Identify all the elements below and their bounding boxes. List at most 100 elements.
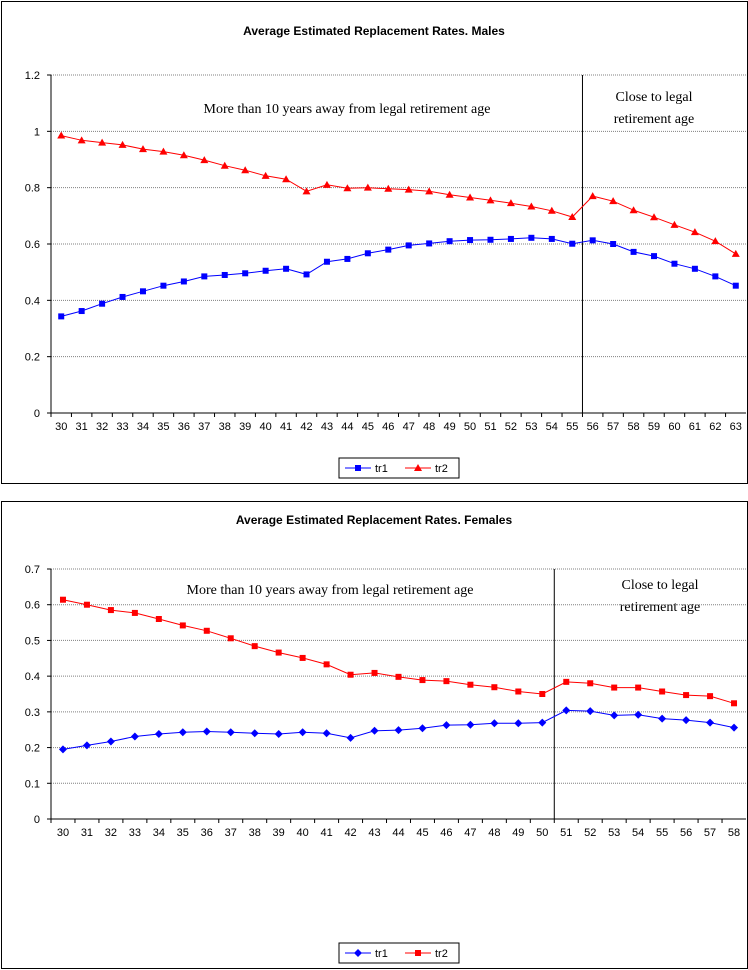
- x-tick-label: 51: [484, 421, 496, 433]
- data-point: [711, 237, 720, 245]
- x-tick-label: 50: [464, 421, 476, 433]
- y-tick-label: 0.2: [25, 352, 40, 364]
- x-tick-label: 31: [76, 421, 88, 433]
- data-point: [299, 654, 306, 661]
- data-point: [371, 669, 378, 676]
- x-tick-label: 46: [382, 421, 394, 433]
- data-point: [730, 723, 739, 732]
- x-tick-label: 56: [680, 827, 692, 839]
- data-point: [528, 234, 535, 241]
- y-tick-label: 0.6: [25, 600, 40, 612]
- data-point: [180, 278, 187, 285]
- y-tick-label: 0.2: [25, 743, 40, 755]
- data-point: [466, 193, 475, 201]
- data-point: [323, 661, 330, 668]
- data-point: [179, 622, 186, 629]
- data-point: [155, 616, 162, 622]
- data-point: [99, 300, 106, 307]
- x-tick-label: 31: [81, 827, 93, 839]
- x-tick-label: 61: [689, 421, 701, 433]
- data-point: [609, 197, 618, 205]
- males-chart: Average Estimated Replacement Rates. Mal…: [25, 24, 746, 479]
- y-tick-label: 0.8: [25, 183, 40, 195]
- annotation-close-line1: Close to legal: [622, 578, 699, 593]
- data-point: [323, 258, 330, 265]
- data-point: [487, 236, 494, 243]
- data-point: [635, 684, 642, 691]
- x-tick-label: 43: [368, 827, 380, 839]
- data-point: [425, 187, 434, 195]
- data-point: [274, 730, 283, 738]
- data-point: [610, 711, 619, 720]
- data-point: [443, 678, 450, 685]
- data-point: [650, 213, 659, 221]
- x-tick-label: 42: [300, 421, 312, 433]
- data-point: [467, 681, 474, 688]
- legend-marker: [415, 950, 421, 956]
- y-tick-label: 0: [34, 814, 40, 826]
- data-point: [275, 649, 282, 656]
- x-tick-label: 38: [249, 827, 261, 839]
- y-tick-label: 0.4: [25, 295, 40, 307]
- series-line-tr1: [61, 237, 737, 317]
- data-point: [178, 728, 187, 737]
- data-point: [139, 288, 146, 295]
- y-tick-label: 0.4: [25, 671, 40, 683]
- data-point: [346, 733, 355, 742]
- data-point: [731, 249, 740, 257]
- data-point: [344, 255, 351, 262]
- data-point: [732, 282, 739, 289]
- data-point: [445, 190, 454, 198]
- x-tick-label: 48: [488, 827, 500, 839]
- data-point: [302, 187, 311, 195]
- data-point: [200, 156, 209, 164]
- legend-label: tr2: [435, 948, 448, 960]
- data-point: [77, 136, 86, 144]
- data-point: [160, 282, 167, 289]
- x-tick-label: 52: [505, 421, 517, 433]
- data-point: [659, 688, 666, 695]
- data-point: [107, 607, 114, 614]
- data-point: [347, 671, 354, 678]
- data-point: [707, 693, 714, 700]
- data-point: [467, 237, 474, 244]
- x-tick-label: 39: [239, 421, 251, 433]
- data-point: [491, 684, 498, 691]
- x-tick-label: 57: [607, 421, 619, 433]
- data-point: [569, 240, 576, 247]
- data-point: [159, 147, 168, 155]
- x-tick-label: 53: [525, 421, 537, 433]
- legend: tr1 tr2: [338, 457, 460, 479]
- data-point: [405, 242, 412, 249]
- data-point: [539, 691, 546, 697]
- series-tr1: [58, 706, 739, 754]
- x-tick-label: 35: [157, 421, 169, 433]
- x-tick-label: 56: [587, 421, 599, 433]
- data-point: [610, 241, 617, 247]
- data-point: [629, 206, 638, 214]
- x-tick-label: 55: [656, 827, 668, 839]
- x-tick-label: 47: [464, 827, 476, 839]
- data-point: [395, 673, 402, 680]
- y-tick-label: 1: [34, 126, 40, 138]
- data-point: [138, 145, 147, 153]
- data-point: [98, 138, 107, 146]
- x-tick-label: 32: [96, 421, 108, 433]
- data-point: [283, 265, 290, 272]
- data-point: [370, 726, 379, 735]
- x-tick-label: 54: [546, 421, 558, 433]
- data-point: [220, 161, 229, 169]
- data-point: [227, 635, 234, 642]
- x-tick-label: 34: [153, 827, 165, 839]
- x-tick-label: 51: [560, 827, 572, 839]
- x-tick-label: 45: [362, 421, 374, 433]
- data-point: [106, 737, 115, 746]
- data-point: [203, 627, 210, 634]
- data-point: [303, 271, 310, 278]
- females-chart: Average Estimated Replacement Rates. Fem…: [25, 513, 746, 964]
- data-point: [634, 710, 643, 719]
- x-tick-label: 53: [608, 827, 620, 839]
- data-point: [562, 706, 571, 715]
- data-point: [298, 728, 307, 737]
- data-point: [57, 131, 66, 139]
